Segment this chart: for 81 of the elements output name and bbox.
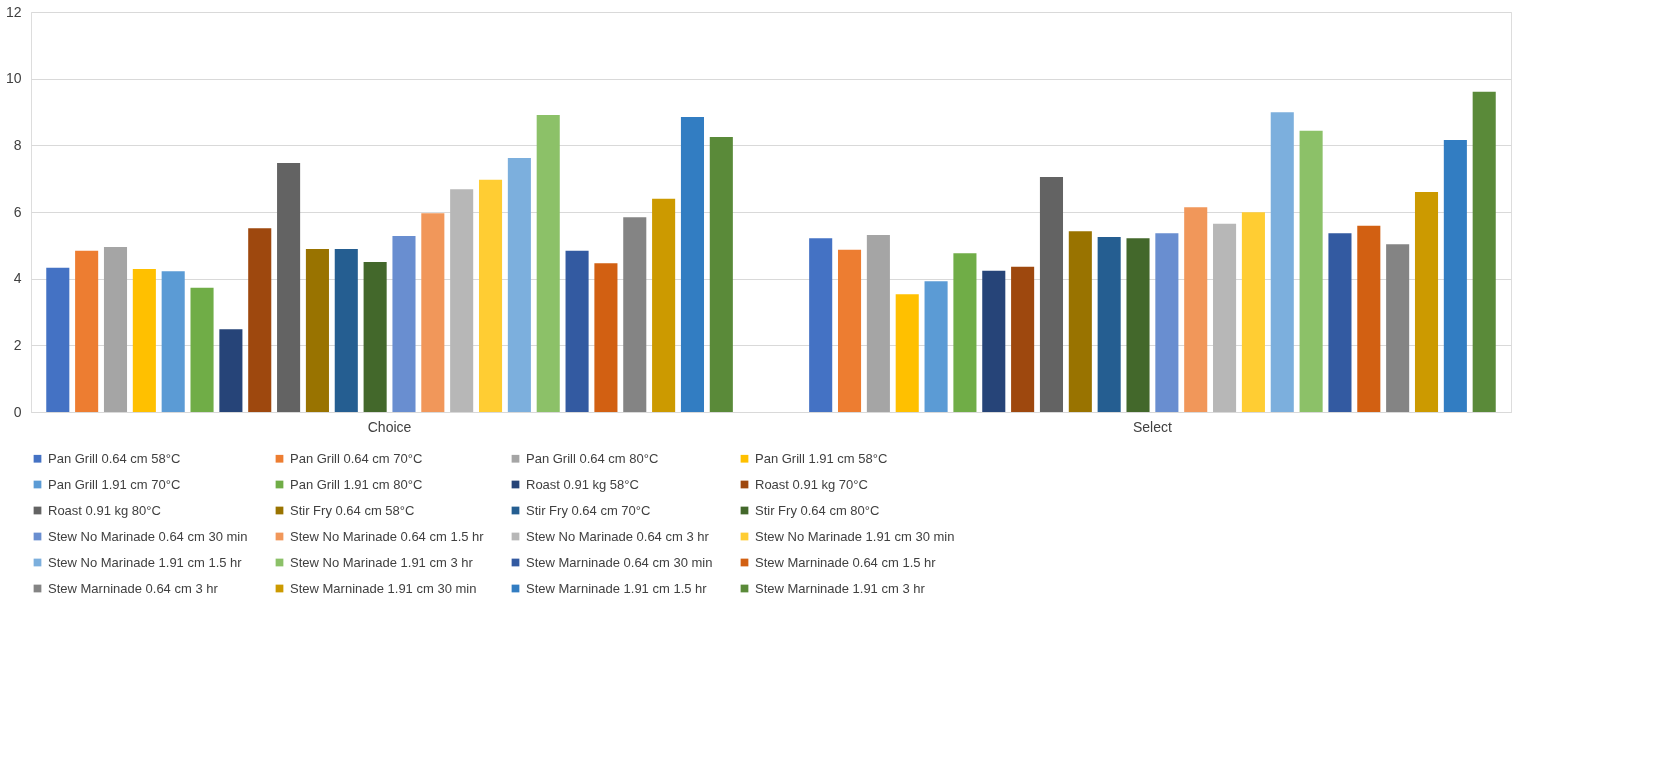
bar	[1097, 237, 1121, 412]
bar	[219, 329, 243, 412]
bar	[392, 236, 416, 412]
bar	[190, 287, 214, 412]
legend-label: Stir Fry 0.64 cm 80°C	[755, 502, 880, 518]
legend-label: Pan Grill 1.91 cm 70°C	[48, 476, 181, 492]
legend-label: Stew Marninade 0.64 cm 30 min	[526, 554, 713, 570]
bar	[1184, 207, 1208, 412]
bar	[1328, 233, 1352, 412]
bar	[565, 250, 589, 412]
legend-label: Pan Grill 1.91 cm 80°C	[290, 476, 423, 492]
bar	[982, 270, 1006, 412]
bar	[248, 228, 272, 412]
bar	[1299, 130, 1323, 412]
y-tick-label: 0	[13, 403, 22, 420]
legend-label: Stew Marninade 1.91 cm 1.5 hr	[526, 580, 708, 596]
bar	[837, 249, 862, 412]
bar	[277, 163, 301, 412]
legend-label: Pan Grill 0.64 cm 70°C	[290, 450, 423, 466]
bar	[305, 249, 329, 412]
bar	[953, 253, 977, 412]
bar	[594, 263, 618, 412]
bar	[1386, 244, 1410, 412]
legend-label: Stew No Marinade 1.91 cm 30 min	[755, 528, 955, 544]
bar	[895, 294, 919, 412]
bar	[623, 217, 647, 412]
legend-label: Roast 0.91 kg 70°C	[755, 476, 868, 492]
legend-label: Stew Marninade 1.91 cm 3 hr	[755, 580, 926, 596]
x-tick-label: Select	[1132, 418, 1172, 435]
bar	[1011, 266, 1035, 412]
bar	[680, 117, 705, 412]
legend-label: Stir Fry 0.64 cm 58°C	[290, 502, 415, 518]
legend-label: Stew No Marinade 0.64 cm 30 min	[48, 528, 248, 544]
bar	[161, 271, 185, 412]
bar	[75, 250, 99, 412]
legend-label: Stew Marninade 1.91 cm 30 min	[290, 580, 477, 596]
bar	[652, 198, 676, 412]
y-tick-label: 6	[13, 203, 22, 220]
legend-label: Pan Grill 1.91 cm 58°C	[755, 450, 888, 466]
bar	[478, 179, 503, 412]
legend-label: Roast 0.91 kg 80°C	[48, 502, 161, 518]
bar	[1155, 233, 1179, 412]
bar	[1414, 192, 1439, 412]
legend-label: Stew No Marinade 0.64 cm 1.5 hr	[290, 528, 485, 544]
bar	[363, 262, 387, 412]
bar	[1213, 223, 1237, 412]
bar	[103, 247, 128, 412]
legend-label: Stew No Marinade 1.91 cm 1.5 hr	[48, 554, 243, 570]
x-tick-label: Choice	[367, 418, 412, 435]
bar	[1472, 91, 1496, 412]
bar	[536, 115, 560, 412]
bar	[421, 213, 445, 412]
y-tick-label: 4	[13, 270, 22, 287]
bar	[507, 158, 531, 412]
y-tick-label: 10	[5, 70, 22, 87]
y-tick-label: 12	[5, 3, 22, 20]
bar	[334, 249, 358, 412]
y-tick-label: 8	[13, 136, 22, 153]
bar	[1357, 225, 1381, 412]
bar	[1126, 238, 1150, 412]
bar	[1270, 112, 1294, 412]
y-tick-label: 2	[13, 336, 22, 353]
legend-label: Pan Grill 0.64 cm 58°C	[48, 450, 181, 466]
bar	[924, 281, 948, 412]
bar	[1241, 212, 1265, 412]
legend-label: Stew Marninade 0.64 cm 1.5 hr	[755, 554, 937, 570]
bar	[46, 267, 70, 412]
bar	[809, 238, 833, 412]
legend-label: Stew Marninade 0.64 cm 3 hr	[48, 580, 219, 596]
bar	[1443, 140, 1467, 412]
bar	[1068, 231, 1092, 412]
bar	[866, 235, 890, 412]
legend-label: Roast 0.91 kg 58°C	[526, 476, 639, 492]
bar	[450, 189, 474, 412]
bar	[132, 269, 156, 412]
bar	[709, 137, 733, 412]
legend-label: Stir Fry 0.64 cm 70°C	[526, 502, 651, 518]
legend-label: Stew No Marinade 1.91 cm 3 hr	[290, 554, 474, 570]
legend-label: Pan Grill 0.64 cm 80°C	[526, 450, 659, 466]
bar	[1039, 177, 1064, 412]
legend-label: Stew No Marinade 0.64 cm 3 hr	[526, 528, 710, 544]
